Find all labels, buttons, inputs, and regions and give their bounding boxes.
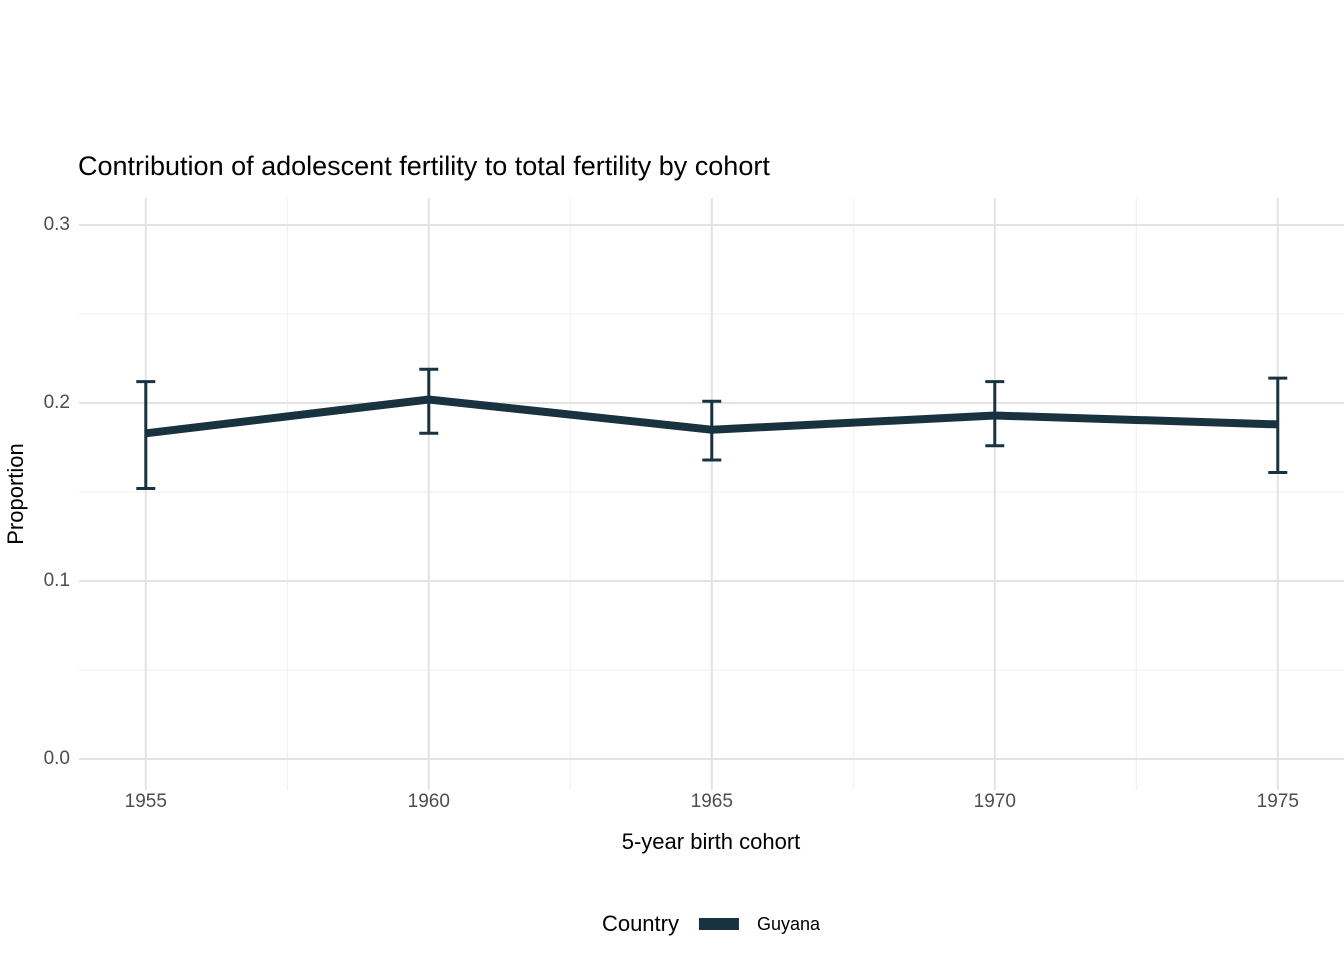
x-tick-label: 1955 (124, 791, 167, 812)
x-axis-title: 5-year birth cohort (621, 829, 801, 854)
y-axis-title-text: Proportion (3, 443, 28, 545)
chart-title: Contribution of adolescent fertility to … (78, 151, 770, 181)
legend: Country Guyana (602, 908, 820, 940)
x-tick-label: 1975 (1256, 791, 1299, 812)
x-tick-label: 1965 (690, 791, 733, 812)
y-tick-label: 0.0 (43, 748, 70, 770)
y-tick-label: 0.1 (43, 570, 70, 592)
legend-item-label: Guyana (757, 913, 821, 934)
legend-title: Country (601, 911, 679, 936)
plot-area (79, 198, 1344, 790)
legend-key-swatch (699, 918, 739, 930)
x-tick-label: 1960 (407, 791, 450, 812)
y-tick-label: 0.3 (43, 214, 70, 236)
x-tick-label: 1970 (973, 791, 1016, 812)
plot-panel (79, 198, 1344, 790)
y-tick-label: 0.2 (43, 392, 70, 414)
